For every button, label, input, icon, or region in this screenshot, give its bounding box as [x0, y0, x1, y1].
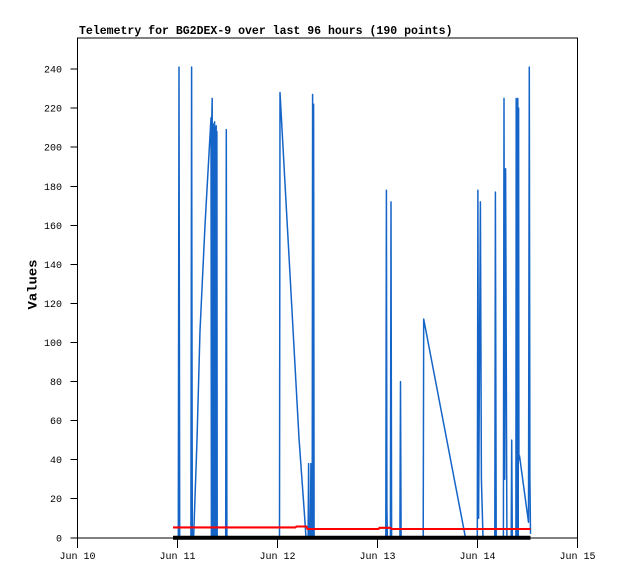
svg-text:80: 80 — [50, 378, 62, 389]
svg-text:Jun 11: Jun 11 — [159, 552, 195, 563]
svg-text:Jun 10: Jun 10 — [59, 552, 95, 563]
svg-text:Jun 13: Jun 13 — [359, 552, 395, 563]
svg-text:200: 200 — [44, 144, 62, 155]
svg-text:160: 160 — [44, 222, 62, 233]
svg-text:240: 240 — [44, 66, 62, 77]
svg-text:100: 100 — [44, 339, 62, 350]
svg-text:120: 120 — [44, 300, 62, 311]
svg-text:Jun 12: Jun 12 — [259, 552, 295, 563]
svg-text:Jun 14: Jun 14 — [459, 552, 495, 563]
svg-text:220: 220 — [44, 105, 62, 116]
svg-text:40: 40 — [50, 456, 62, 467]
svg-text:60: 60 — [50, 417, 62, 428]
svg-text:180: 180 — [44, 183, 62, 194]
svg-text:Values: Values — [26, 259, 41, 309]
svg-text:20: 20 — [50, 495, 62, 506]
svg-text:Jun 15: Jun 15 — [559, 552, 595, 563]
svg-text:Telemetry for BG2DEX-9 over la: Telemetry for BG2DEX-9 over last 96 hour… — [79, 25, 453, 38]
svg-text:140: 140 — [44, 261, 62, 272]
svg-text:0: 0 — [56, 534, 62, 545]
